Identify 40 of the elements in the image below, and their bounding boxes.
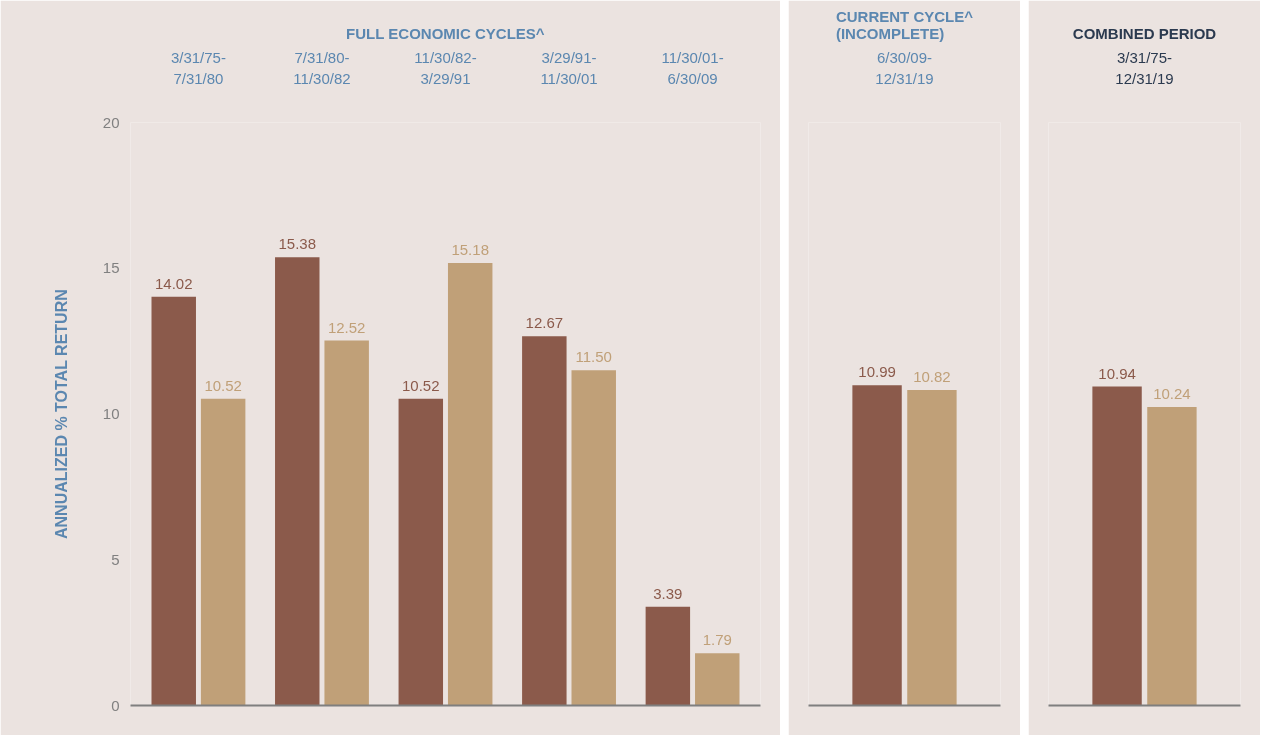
data-label: 15.18 [451,241,489,258]
y-tick-label: 10 [102,405,120,422]
bar [324,340,369,706]
bar [645,606,691,706]
data-label: 10.99 [858,363,896,381]
y-axis-title: ANNUALIZED % TOTAL RETURN [52,289,70,540]
x-tick-label: 11/30/01- 6/30/09 [661,49,724,87]
data-label: 10.24 [1153,385,1191,402]
x-tick-label: 3/31/75- 7/31/80 [170,49,226,87]
x-tick-label: 3/31/75- 12/31/19 [1115,49,1174,87]
data-label: 11.50 [575,348,612,366]
bar [522,336,567,706]
bar [398,398,444,706]
bar [275,257,320,706]
y-tick-label: 15 [102,259,120,277]
data-label: 15.38 [278,235,317,253]
chart-title: COMBINED PERIOD [1072,24,1217,42]
y-tick-label: 20 [102,113,120,131]
bar [200,398,246,706]
x-tick-label: 7/31/80- 11/30/82 [293,49,351,87]
data-label: 3.39 [653,584,683,602]
data-label: 1.79 [702,631,732,649]
bar [447,263,493,706]
chart-title: CURRENT CYCLE^ (INCOMPLETE) [835,7,974,42]
data-label: 10.94 [1098,364,1136,382]
data-label: 10.82 [913,368,951,386]
x-tick-label: 3/29/91- 11/30/01 [540,49,598,87]
x-tick-label: 6/30/09- 12/31/19 [875,49,934,87]
data-label: 12.67 [525,314,564,332]
bar [151,296,196,706]
chart-title: FULL ECONOMIC CYCLES^ [346,24,545,42]
bar [571,370,616,706]
bar [695,653,740,706]
data-label: 14.02 [154,274,193,292]
y-tick-label: 0 [111,696,120,714]
x-tick-label: 11/30/82- 3/29/91 [414,49,477,87]
y-tick-label: 5 [111,550,120,568]
data-label: 10.52 [402,376,440,394]
data-label: 12.52 [327,318,366,336]
data-label: 10.52 [204,376,242,394]
